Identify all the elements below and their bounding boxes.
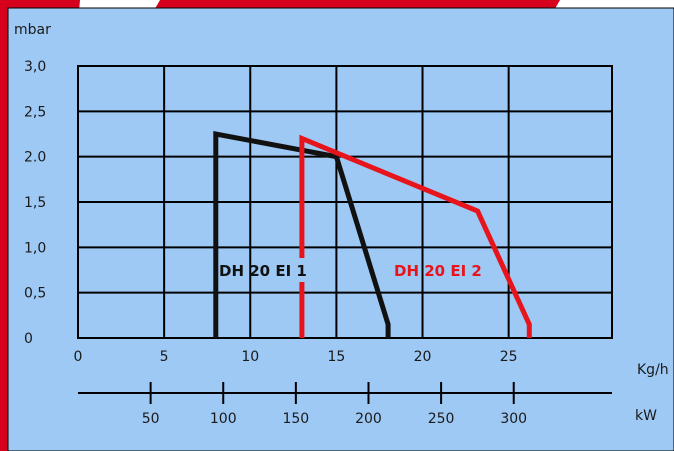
y-tick-label-6: 3,0 [24,59,46,75]
series-2-label-gap [297,258,306,282]
x-tick-label-5: 5 [160,349,169,365]
x-tick-label-15: 15 [327,349,345,365]
chart-panel [7,7,674,451]
x-tick-label-0: 0 [74,349,83,365]
y-tick-label-1: 0,5 [24,286,46,302]
series-label-ei1: DH 20 EI 1 [219,262,307,280]
series [213,130,532,338]
secondary-tick-label-300: 300 [500,411,527,427]
secondary-tick-label-50: 50 [142,411,160,427]
x-axis-label: Kg/h [637,362,669,378]
series-line-1 [213,130,391,338]
y-tick-label-3: 1,5 [24,195,46,211]
x-tick-label-10: 10 [241,349,259,365]
secondary-tick-label-150: 150 [282,411,309,427]
series-label-ei2: DH 20 EI 2 [394,262,482,280]
y-axis-label: mbar [14,22,51,38]
secondary-x-axis-label: kW [635,408,657,424]
x-tick-label-20: 20 [414,349,432,365]
y-tick-label-5: 2,5 [24,104,46,120]
secondary-tick-label-200: 200 [355,411,382,427]
x-tick-labels: 0 5 10 15 20 25 [74,349,518,365]
y-tick-labels: 0 0,5 1,0 1,5 2.0 2,5 3,0 [24,59,46,347]
secondary-axis: 50 100 150 200 250 300 [78,382,612,427]
secondary-tick-label-100: 100 [210,411,237,427]
y-tick-label-4: 2.0 [24,150,46,166]
x-tick-label-25: 25 [500,349,518,365]
secondary-tick-label-250: 250 [428,411,455,427]
y-tick-label-2: 1,0 [24,240,46,256]
series-line-2 [299,134,532,338]
y-tick-label-0: 0 [24,331,33,347]
